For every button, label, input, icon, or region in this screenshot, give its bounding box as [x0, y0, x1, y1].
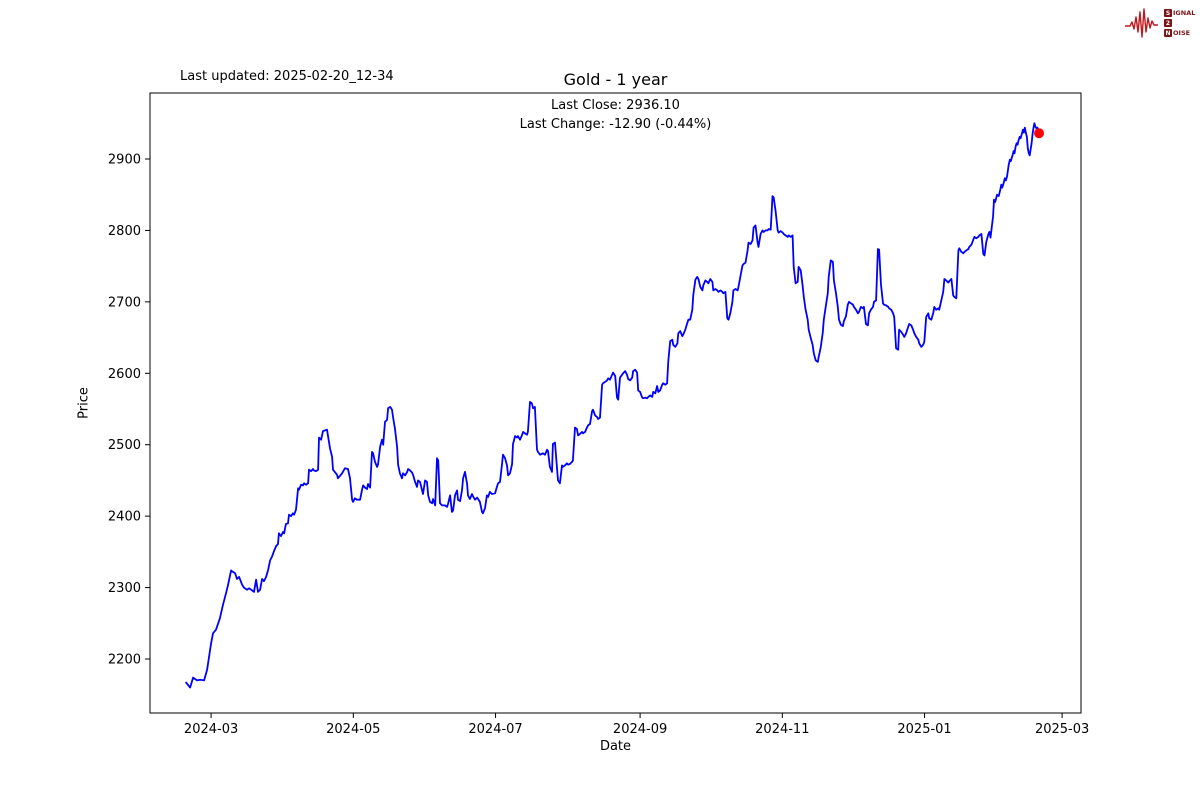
signal-2-noise-logo: S IGNAL 2 N OISE	[1124, 4, 1195, 44]
y-tick-label: 2900	[108, 153, 141, 168]
x-tick-label: 2025-03	[1035, 722, 1089, 737]
waveform-icon	[1125, 8, 1158, 38]
x-tick-label: 2024-07	[468, 722, 522, 737]
x-tick-label: 2024-05	[326, 722, 380, 737]
last-updated-text: Last updated: 2025-02-20_12-34	[180, 69, 394, 84]
x-tick-label: 2025-01	[897, 722, 951, 737]
y-tick-label: 2300	[108, 581, 141, 596]
chart-title: Gold - 1 year	[563, 70, 668, 89]
x-tick-label: 2024-03	[184, 722, 238, 737]
y-tick-label: 2600	[108, 367, 141, 382]
logo-badge-s: S	[1164, 9, 1172, 17]
logo-badge-n: N	[1164, 29, 1172, 37]
plot-border	[149, 92, 1082, 714]
x-tick-label: 2024-11	[755, 722, 809, 737]
y-tick-label: 2200	[108, 653, 141, 668]
x-axis-label: Date	[599, 739, 632, 754]
y-tick-label: 2700	[108, 295, 141, 310]
logo-text: S IGNAL 2 N OISE	[1164, 9, 1196, 37]
last-price-marker	[1034, 128, 1045, 139]
last-close-text: Last Close: 2936.10	[551, 98, 680, 113]
logo-badge-2: 2	[1164, 19, 1172, 27]
chart-annotation: Last Close: 2936.10 Last Change: -12.90 …	[150, 96, 1081, 134]
last-change-text: Last Change: -12.90 (-0.44%)	[519, 117, 712, 132]
y-tick-label: 2800	[108, 224, 141, 239]
y-tick-label: 2500	[108, 438, 141, 453]
x-tick-label: 2024-09	[613, 722, 667, 737]
y-tick-label: 2400	[108, 510, 141, 525]
price-line	[185, 122, 1040, 689]
y-axis-label: Price	[76, 387, 92, 419]
